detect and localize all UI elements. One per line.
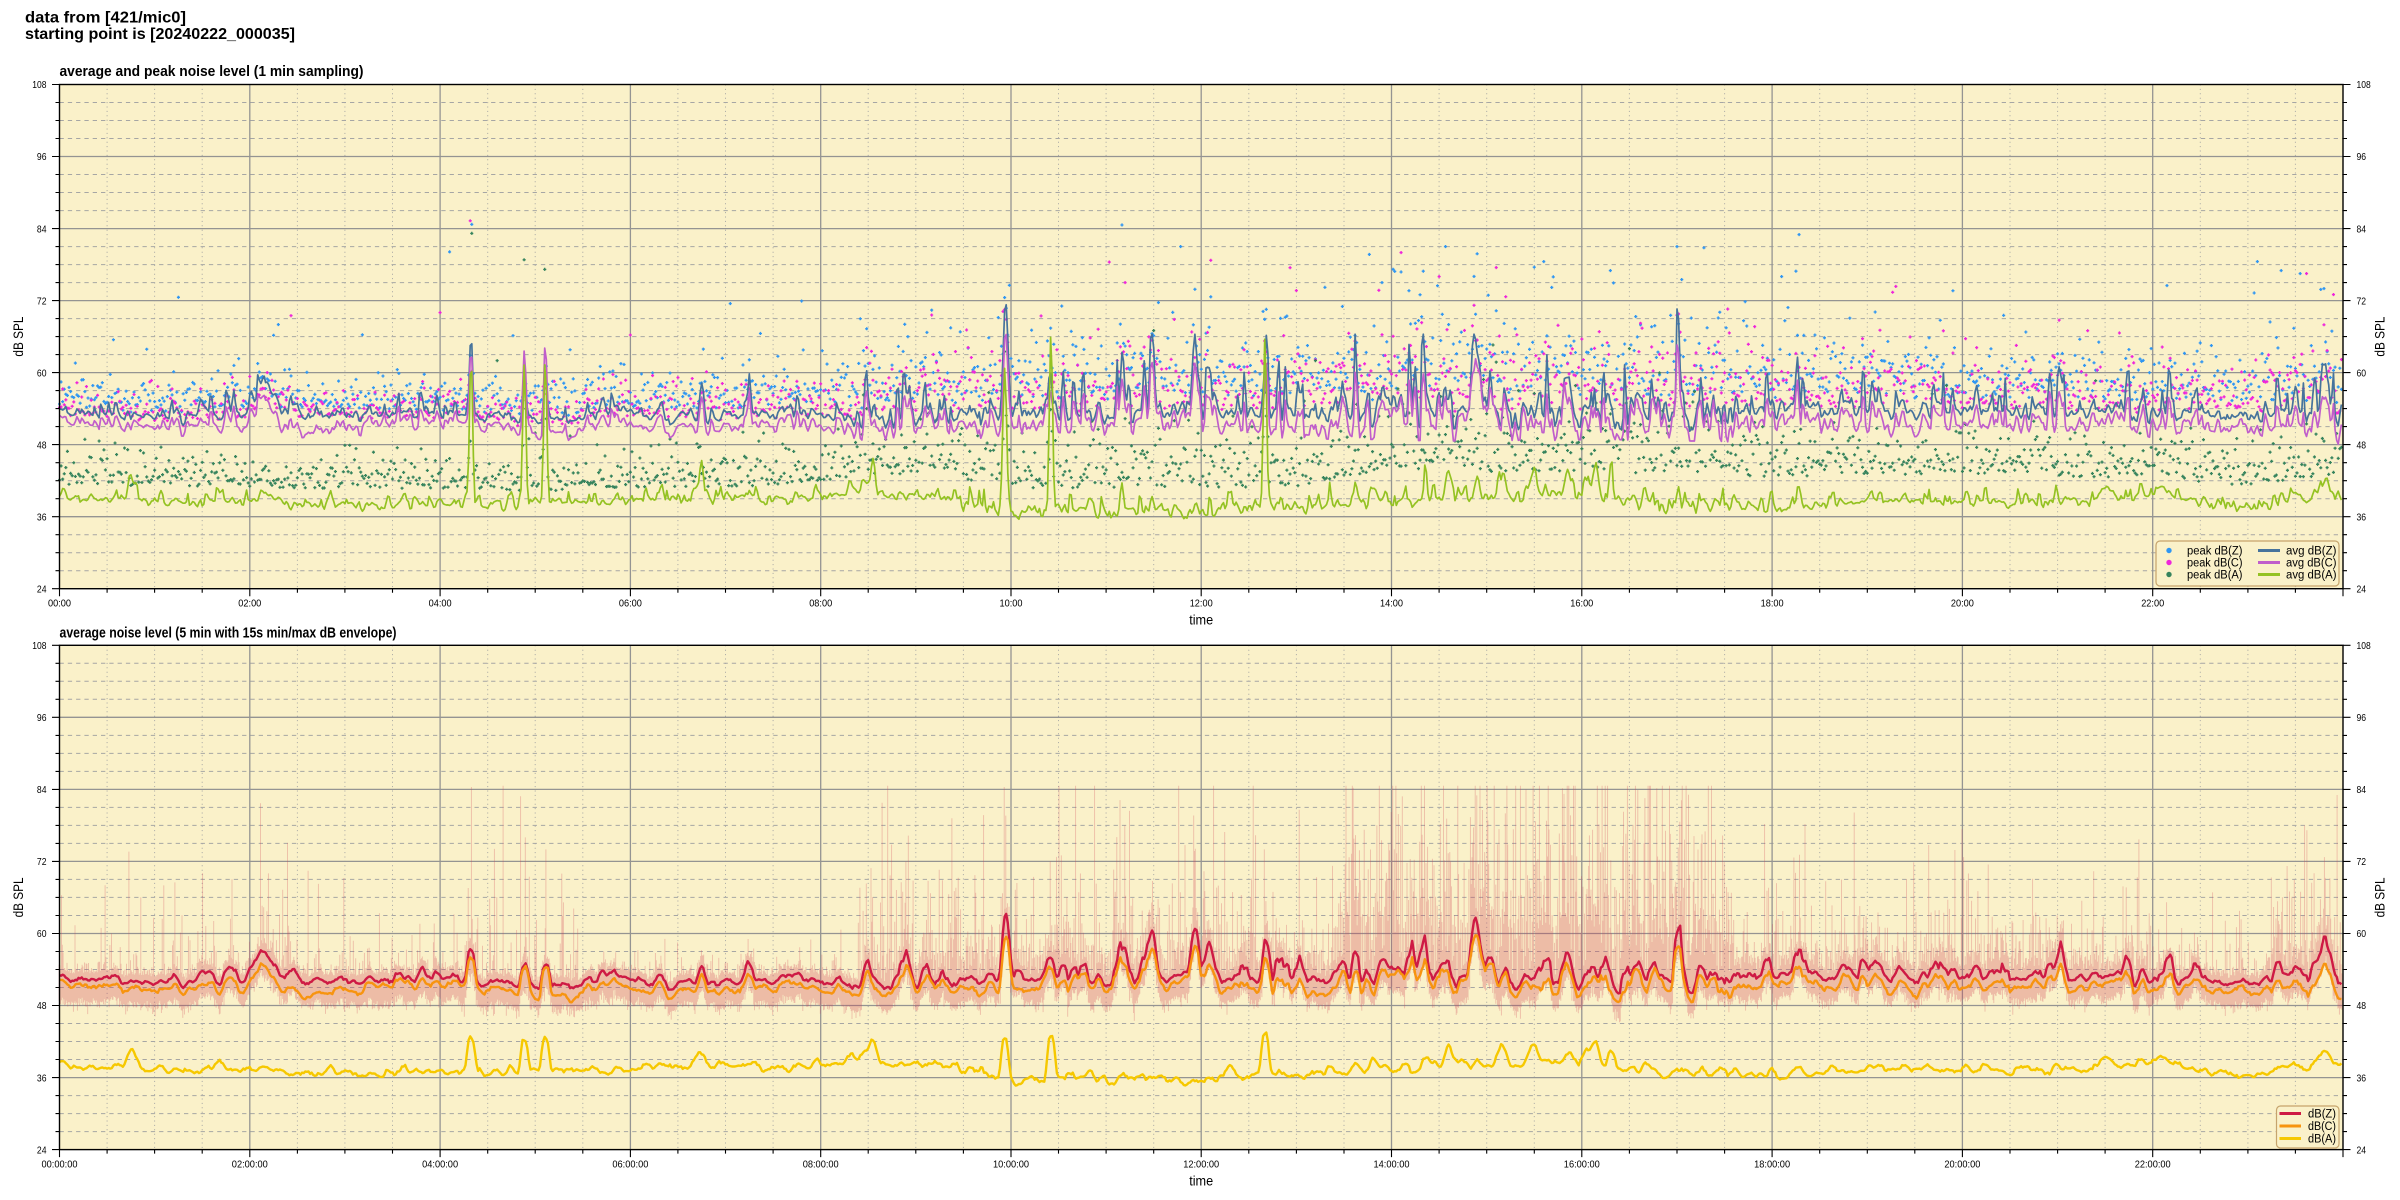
svg-text:18:00: 18:00 [1761, 598, 1784, 610]
svg-text:average noise level (5 min wit: average noise level (5 min with 15s min/… [60, 625, 397, 642]
svg-text:00:00:00: 00:00:00 [42, 1159, 78, 1171]
svg-text:dB SPL: dB SPL [11, 877, 26, 917]
svg-text:data from [421/mic0]: data from [421/mic0] [25, 9, 186, 26]
svg-text:04:00:00: 04:00:00 [422, 1159, 458, 1171]
svg-text:48: 48 [37, 439, 47, 451]
svg-text:60: 60 [2357, 367, 2367, 379]
svg-text:96: 96 [37, 712, 47, 724]
svg-text:12:00:00: 12:00:00 [1183, 1159, 1219, 1171]
svg-text:36: 36 [37, 511, 47, 523]
svg-text:00:00: 00:00 [48, 598, 71, 610]
svg-text:108: 108 [2357, 640, 2371, 652]
svg-text:108: 108 [32, 640, 46, 652]
svg-text:60: 60 [37, 928, 47, 940]
svg-text:22:00: 22:00 [2141, 598, 2164, 610]
svg-text:60: 60 [37, 367, 47, 379]
svg-text:84: 84 [37, 223, 47, 235]
svg-text:time: time [1189, 612, 1213, 627]
svg-text:60: 60 [2357, 928, 2367, 940]
svg-text:16:00: 16:00 [1570, 598, 1593, 610]
svg-text:06:00:00: 06:00:00 [612, 1159, 648, 1171]
svg-text:starting point is [20240222_00: starting point is [20240222_000035] [25, 26, 295, 43]
svg-text:48: 48 [2357, 1000, 2367, 1012]
svg-text:108: 108 [2357, 79, 2371, 91]
svg-text:20:00: 20:00 [1951, 598, 1974, 610]
svg-text:dB SPL: dB SPL [2373, 316, 2388, 356]
svg-text:96: 96 [37, 151, 47, 163]
svg-text:72: 72 [37, 295, 47, 307]
svg-text:10:00: 10:00 [1000, 598, 1023, 610]
svg-text:14:00:00: 14:00:00 [1374, 1159, 1410, 1171]
svg-text:dB(A): dB(A) [2308, 1134, 2336, 1146]
svg-text:36: 36 [2357, 1072, 2367, 1084]
svg-text:18:00:00: 18:00:00 [1754, 1159, 1790, 1171]
svg-text:72: 72 [2357, 856, 2367, 868]
svg-text:36: 36 [2357, 511, 2367, 523]
svg-text:108: 108 [32, 79, 46, 91]
svg-text:16:00:00: 16:00:00 [1564, 1159, 1600, 1171]
svg-text:96: 96 [2357, 712, 2367, 724]
svg-text:84: 84 [2357, 784, 2367, 796]
svg-text:02:00: 02:00 [238, 598, 261, 610]
svg-text:average and peak noise level (: average and peak noise level (1 min samp… [60, 63, 364, 80]
svg-text:dB SPL: dB SPL [2373, 877, 2388, 917]
svg-text:96: 96 [2357, 151, 2367, 163]
svg-text:avg dB(A): avg dB(A) [2286, 570, 2337, 582]
svg-text:peak dB(A): peak dB(A) [2187, 570, 2243, 582]
svg-text:12:00: 12:00 [1190, 598, 1213, 610]
svg-text:avg dB(C): avg dB(C) [2286, 558, 2337, 570]
svg-text:02:00:00: 02:00:00 [232, 1159, 268, 1171]
svg-text:08:00: 08:00 [809, 598, 832, 610]
svg-text:48: 48 [2357, 439, 2367, 451]
svg-text:36: 36 [37, 1072, 47, 1084]
svg-text:72: 72 [37, 856, 47, 868]
svg-text:04:00: 04:00 [429, 598, 452, 610]
svg-text:dB(Z): dB(Z) [2308, 1109, 2336, 1121]
svg-text:14:00: 14:00 [1380, 598, 1403, 610]
svg-text:08:00:00: 08:00:00 [803, 1159, 839, 1171]
svg-text:24: 24 [37, 1144, 47, 1156]
svg-text:24: 24 [2357, 1144, 2367, 1156]
svg-text:84: 84 [37, 784, 47, 796]
svg-text:avg dB(Z): avg dB(Z) [2286, 546, 2337, 558]
svg-text:10:00:00: 10:00:00 [993, 1159, 1029, 1171]
svg-text:48: 48 [37, 1000, 47, 1012]
svg-text:22:00:00: 22:00:00 [2135, 1159, 2171, 1171]
svg-text:dB(C): dB(C) [2308, 1121, 2336, 1133]
svg-text:72: 72 [2357, 295, 2367, 307]
svg-text:24: 24 [37, 583, 47, 595]
svg-text:peak dB(Z): peak dB(Z) [2187, 546, 2243, 558]
svg-text:20:00:00: 20:00:00 [1944, 1159, 1980, 1171]
svg-text:time: time [1189, 1173, 1213, 1188]
svg-text:24: 24 [2357, 583, 2367, 595]
svg-text:84: 84 [2357, 223, 2367, 235]
svg-text:06:00: 06:00 [619, 598, 642, 610]
svg-text:peak dB(C): peak dB(C) [2187, 558, 2243, 570]
svg-text:dB SPL: dB SPL [11, 316, 26, 356]
